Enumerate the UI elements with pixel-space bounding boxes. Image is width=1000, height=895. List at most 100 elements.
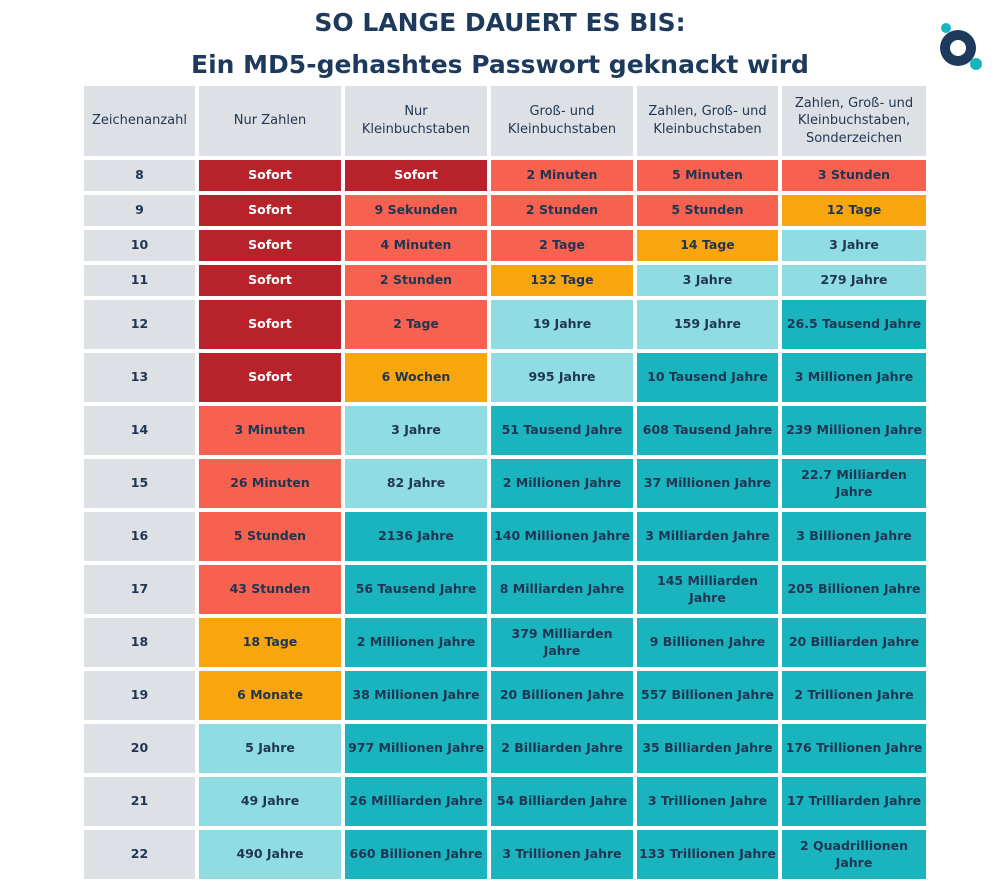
time-cell: 4 Minuten bbox=[345, 230, 487, 261]
time-cell: 9 Sekunden bbox=[345, 195, 487, 226]
length-cell: 19 bbox=[84, 671, 195, 720]
time-cell: 6 Monate bbox=[199, 671, 341, 720]
time-cell: 977 Millionen Jahre bbox=[345, 724, 487, 773]
length-cell: 14 bbox=[84, 406, 195, 455]
time-cell: Sofort bbox=[199, 300, 341, 349]
time-cell: 279 Jahre bbox=[782, 265, 926, 296]
time-cell: 2136 Jahre bbox=[345, 512, 487, 561]
time-cell: 20 Billionen Jahre bbox=[491, 671, 633, 720]
time-cell: 3 Billionen Jahre bbox=[782, 512, 926, 561]
time-cell: 2 Stunden bbox=[345, 265, 487, 296]
time-cell: 43 Stunden bbox=[199, 565, 341, 614]
time-cell: 82 Jahre bbox=[345, 459, 487, 508]
time-cell: 3 Jahre bbox=[637, 265, 778, 296]
time-cell: 608 Tausend Jahre bbox=[637, 406, 778, 455]
length-cell: 20 bbox=[84, 724, 195, 773]
title-line: Ein MD5-gehashtes Passwort geknackt wird bbox=[191, 50, 809, 79]
table: Zeichenanzahl Nur Zahlen Nur Kleinbuchstab… bbox=[84, 86, 926, 879]
time-cell: 2 Stunden bbox=[491, 195, 633, 226]
time-cell: 8 Milliarden Jahre bbox=[491, 565, 633, 614]
time-cell: 132 Tage bbox=[491, 265, 633, 296]
time-cell: 38 Millionen Jahre bbox=[345, 671, 487, 720]
time-cell: 49 Jahre bbox=[199, 777, 341, 826]
time-cell: 145 Milliarden Jahre bbox=[637, 565, 778, 614]
time-cell: 379 Milliarden Jahre bbox=[491, 618, 633, 667]
time-cell: 3 Trillionen Jahre bbox=[491, 830, 633, 879]
time-cell: 5 Stunden bbox=[199, 512, 341, 561]
time-cell: 51 Tausend Jahre bbox=[491, 406, 633, 455]
length-cell: 11 bbox=[84, 265, 195, 296]
time-cell: 3 Millionen Jahre bbox=[782, 353, 926, 402]
time-cell: 205 Billionen Jahre bbox=[782, 565, 926, 614]
time-cell: 12 Tage bbox=[782, 195, 926, 226]
length-cell: 9 bbox=[84, 195, 195, 226]
time-cell: 2 Millionen Jahre bbox=[345, 618, 487, 667]
time-cell: 2 Quadrillionen Jahre bbox=[782, 830, 926, 879]
time-cell: 37 Millionen Jahre bbox=[637, 459, 778, 508]
time-cell: 54 Billiarden Jahre bbox=[491, 777, 633, 826]
time-cell: 490 Jahre bbox=[199, 830, 341, 879]
time-cell: 10 Tausend Jahre bbox=[637, 353, 778, 402]
header-cell: Zahlen, Groß- und Kleinbuchstaben, Sonde… bbox=[782, 86, 926, 156]
header-cell: Groß- und Kleinbuchstaben bbox=[491, 86, 633, 156]
time-cell: 660 Billionen Jahre bbox=[345, 830, 487, 879]
time-cell: 2 Trillionen Jahre bbox=[782, 671, 926, 720]
time-cell: 20 Billiarden Jahre bbox=[782, 618, 926, 667]
time-cell: 5 Jahre bbox=[199, 724, 341, 773]
logo bbox=[940, 23, 982, 70]
length-cell: 21 bbox=[84, 777, 195, 826]
length-cell: 8 bbox=[84, 160, 195, 191]
time-cell: 5 Stunden bbox=[637, 195, 778, 226]
time-cell: Sofort bbox=[199, 160, 341, 191]
length-cell: 15 bbox=[84, 459, 195, 508]
length-cell: 10 bbox=[84, 230, 195, 261]
header-cell: Nur Kleinbuchstaben bbox=[345, 86, 487, 156]
time-cell: 6 Wochen bbox=[345, 353, 487, 402]
time-cell: Sofort bbox=[345, 160, 487, 191]
time-cell: Sofort bbox=[199, 265, 341, 296]
length-cell: 12 bbox=[84, 300, 195, 349]
time-cell: 3 Jahre bbox=[345, 406, 487, 455]
title-line: SO LANGE DAUERT ES BIS: bbox=[314, 8, 686, 37]
header-cell: Nur Zahlen bbox=[199, 86, 341, 156]
time-cell: 56 Tausend Jahre bbox=[345, 565, 487, 614]
time-cell: 2 Millionen Jahre bbox=[491, 459, 633, 508]
time-cell: 9 Billionen Jahre bbox=[637, 618, 778, 667]
time-cell: 14 Tage bbox=[637, 230, 778, 261]
time-cell: 133 Trillionen Jahre bbox=[637, 830, 778, 879]
time-cell: 26.5 Tausend Jahre bbox=[782, 300, 926, 349]
length-cell: 17 bbox=[84, 565, 195, 614]
time-cell: 2 Minuten bbox=[491, 160, 633, 191]
time-cell: 26 Milliarden Jahre bbox=[345, 777, 487, 826]
length-cell: 16 bbox=[84, 512, 195, 561]
time-cell: 26 Minuten bbox=[199, 459, 341, 508]
time-cell: 22.7 Milliarden Jahre bbox=[782, 459, 926, 508]
length-cell: 18 bbox=[84, 618, 195, 667]
time-cell: Sofort bbox=[199, 353, 341, 402]
time-cell: 19 Jahre bbox=[491, 300, 633, 349]
header-cell: Zeichenanzahl bbox=[84, 86, 195, 156]
time-cell: 35 Billiarden Jahre bbox=[637, 724, 778, 773]
time-cell: 140 Millionen Jahre bbox=[491, 512, 633, 561]
time-cell: 176 Trillionen Jahre bbox=[782, 724, 926, 773]
length-cell: 22 bbox=[84, 830, 195, 879]
time-cell: 5 Minuten bbox=[637, 160, 778, 191]
time-cell: 239 Millionen Jahre bbox=[782, 406, 926, 455]
header-cell: Zahlen, Groß- und Kleinbuchstaben bbox=[637, 86, 778, 156]
length-cell: 13 bbox=[84, 353, 195, 402]
time-cell: 18 Tage bbox=[199, 618, 341, 667]
time-cell: 2 Billiarden Jahre bbox=[491, 724, 633, 773]
time-cell: 3 Jahre bbox=[782, 230, 926, 261]
time-cell: 2 Tage bbox=[491, 230, 633, 261]
time-cell: 3 Stunden bbox=[782, 160, 926, 191]
time-cell: Sofort bbox=[199, 230, 341, 261]
time-cell: 2 Tage bbox=[345, 300, 487, 349]
time-cell: 17 Trilliarden Jahre bbox=[782, 777, 926, 826]
time-cell: 159 Jahre bbox=[637, 300, 778, 349]
time-cell: 3 Minuten bbox=[199, 406, 341, 455]
time-cell: 557 Billionen Jahre bbox=[637, 671, 778, 720]
time-cell: 995 Jahre bbox=[491, 353, 633, 402]
time-cell: Sofort bbox=[199, 195, 341, 226]
time-cell: 3 Trillionen Jahre bbox=[637, 777, 778, 826]
